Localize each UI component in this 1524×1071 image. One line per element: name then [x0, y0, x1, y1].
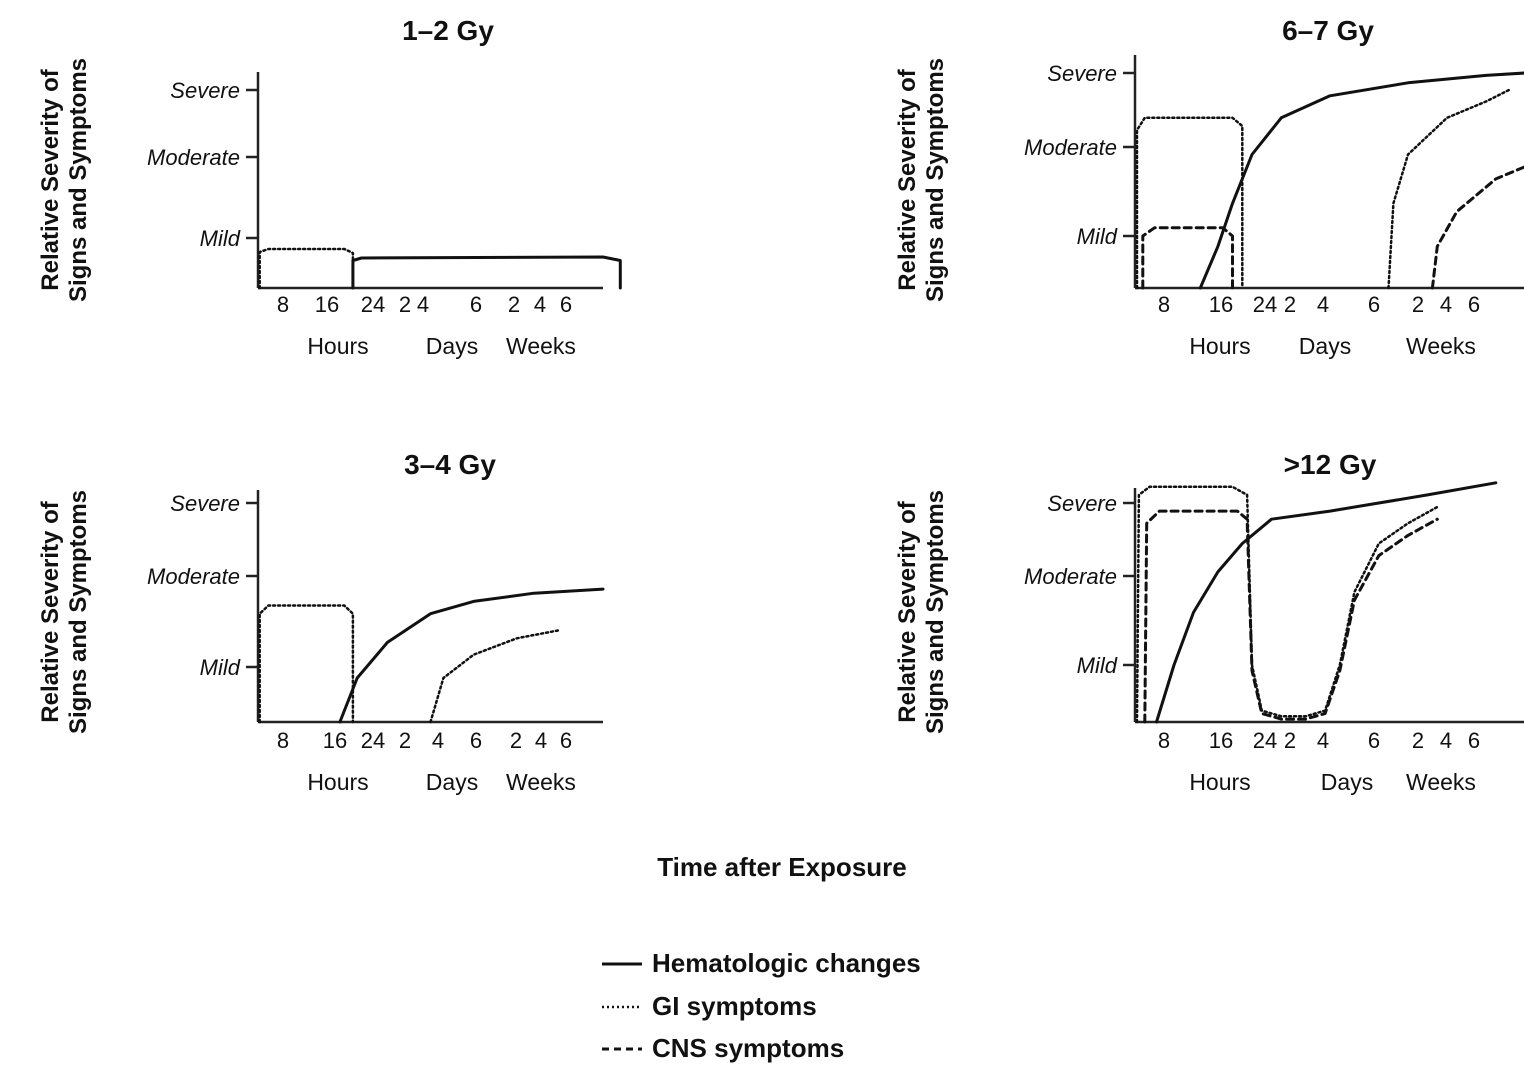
x-tick-label: 8 — [277, 728, 289, 753]
x-group-label: Hours — [307, 333, 368, 359]
x-tick-label: 6 — [470, 292, 482, 317]
x-tick-label: 4 — [1440, 728, 1452, 753]
panel-title: >12 Gy — [1284, 449, 1377, 480]
x-tick-label: 24 — [1253, 292, 1277, 317]
series-line-hematologic-changes — [1198, 71, 1524, 290]
y-tick-label: Moderate — [1024, 564, 1117, 589]
series-line-hematologic-changes — [1155, 481, 1498, 724]
x-group-label: Weeks — [506, 769, 576, 795]
y-axis-label: Relative Severity ofSigns and Symptoms — [37, 58, 92, 302]
series-line-gi-symptoms — [258, 604, 562, 724]
series-line-cns-symptoms — [1141, 165, 1524, 290]
chart-panel: >12 Gy Relative Severity ofSigns and Symp… — [894, 449, 1524, 795]
series-line-cns-symptoms — [1143, 509, 1439, 724]
y-tick-label: Mild — [200, 655, 241, 680]
x-tick-label: 6 — [560, 728, 572, 753]
x-tick-label: 4 — [1317, 728, 1329, 753]
y-tick-label: Severe — [1047, 61, 1117, 86]
y-tick-label: Mild — [1077, 224, 1118, 249]
x-tick-label: 2 — [1284, 292, 1296, 317]
x-group-label: Days — [426, 333, 478, 359]
x-tick-label: 16 — [1209, 728, 1233, 753]
x-tick-label: 4 — [535, 728, 547, 753]
x-group-label: Days — [1321, 769, 1373, 795]
y-tick-label: Moderate — [1024, 135, 1117, 160]
x-tick-label: 8 — [277, 292, 289, 317]
x-tick-label: 2 — [510, 728, 522, 753]
x-tick-label: 2 — [399, 292, 411, 317]
legend-item-label: CNS symptoms — [652, 1033, 844, 1063]
x-tick-label: 8 — [1158, 728, 1170, 753]
x-tick-label: 24 — [361, 292, 385, 317]
x-tick-label: 2 — [1412, 292, 1424, 317]
panels: 1–2 Gy Relative Severity ofSigns and Symp… — [37, 15, 1524, 795]
y-tick-label: Severe — [170, 78, 240, 103]
x-tick-label: 4 — [1317, 292, 1329, 317]
x-group-label: Hours — [1189, 769, 1250, 795]
y-tick-label: Severe — [170, 491, 240, 516]
x-group-label: Hours — [307, 769, 368, 795]
x-tick-label: 6 — [1468, 728, 1480, 753]
x-group-label: Days — [426, 769, 478, 795]
x-tick-label: 16 — [323, 728, 347, 753]
series-line-gi-symptoms — [1135, 485, 1439, 724]
y-tick-label: Moderate — [147, 564, 240, 589]
y-tick-label: Moderate — [147, 145, 240, 170]
x-axis-label: Time after Exposure — [657, 852, 907, 882]
x-tick-label: 2 — [1284, 728, 1296, 753]
y-tick-label: Mild — [200, 226, 241, 251]
x-tick-label: 24 — [361, 728, 385, 753]
x-tick-label: 6 — [1468, 292, 1480, 317]
x-group-label: Weeks — [1406, 333, 1476, 359]
y-tick-label: Mild — [1077, 653, 1118, 678]
panel-title: 3–4 Gy — [404, 449, 496, 480]
chart-panel: 1–2 Gy Relative Severity ofSigns and Symp… — [37, 15, 622, 359]
chart-panel: 3–4 Gy Relative Severity ofSigns and Symp… — [37, 449, 605, 795]
x-tick-label: 2 — [399, 728, 411, 753]
x-tick-label: 2 — [1412, 728, 1424, 753]
legend: Hematologic changes GI symptoms CNS sympto… — [602, 948, 921, 1063]
chart-panel: 6–7 Gy Relative Severity ofSigns and Symp… — [894, 15, 1524, 359]
x-group-label: Weeks — [506, 333, 576, 359]
panel-title: 6–7 Gy — [1282, 15, 1374, 46]
x-tick-label: 16 — [1209, 292, 1233, 317]
x-tick-label: 6 — [470, 728, 482, 753]
series-line-hematologic-changes — [338, 587, 605, 724]
x-tick-label: 6 — [1368, 292, 1380, 317]
y-axis-label: Relative Severity ofSigns and Symptoms — [894, 58, 949, 302]
x-tick-label: 6 — [1368, 728, 1380, 753]
x-tick-label: 4 — [417, 292, 429, 317]
x-tick-label: 4 — [432, 728, 444, 753]
x-tick-label: 2 — [508, 292, 520, 317]
x-tick-label: 16 — [315, 292, 339, 317]
x-tick-label: 24 — [1253, 728, 1277, 753]
legend-item-label: GI symptoms — [652, 991, 817, 1021]
x-group-label: Days — [1299, 333, 1351, 359]
series-line-hematologic-changes — [351, 255, 622, 290]
series-line-gi-symptoms — [1135, 88, 1512, 290]
panel-title: 1–2 Gy — [402, 15, 494, 46]
y-tick-label: Severe — [1047, 491, 1117, 516]
legend-item-label: Hematologic changes — [652, 948, 921, 978]
y-axis-label: Relative Severity ofSigns and Symptoms — [37, 490, 92, 734]
x-tick-label: 4 — [1440, 292, 1452, 317]
y-axis-label: Relative Severity ofSigns and Symptoms — [894, 490, 949, 734]
series-line-gi-symptoms — [258, 247, 355, 290]
x-group-label: Weeks — [1406, 769, 1476, 795]
x-group-label: Hours — [1189, 333, 1250, 359]
x-tick-label: 4 — [534, 292, 546, 317]
x-tick-label: 6 — [560, 292, 572, 317]
x-tick-label: 8 — [1158, 292, 1170, 317]
